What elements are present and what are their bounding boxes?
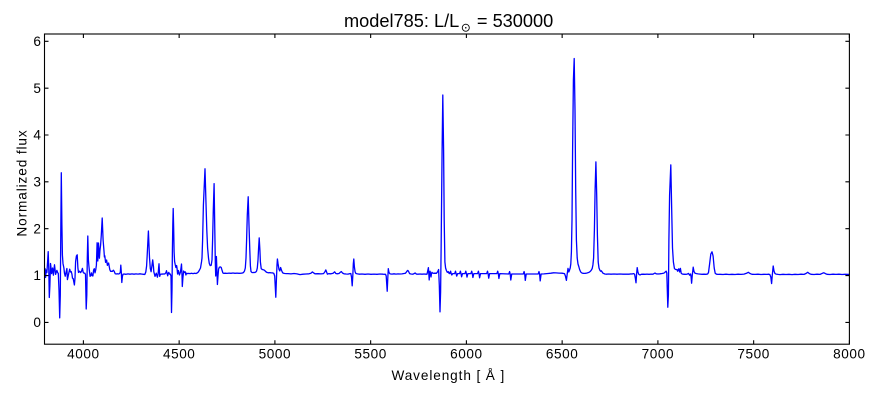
- svg-text:6000: 6000: [450, 347, 482, 362]
- svg-text:Wavelength [ Å ]: Wavelength [ Å ]: [392, 368, 506, 383]
- svg-text:7000: 7000: [642, 347, 674, 362]
- svg-text:0: 0: [33, 315, 41, 330]
- svg-text:5: 5: [33, 81, 41, 96]
- svg-text:7500: 7500: [737, 347, 769, 362]
- svg-text:4500: 4500: [163, 347, 195, 362]
- svg-text:6500: 6500: [546, 347, 578, 362]
- svg-text:1: 1: [33, 268, 41, 283]
- svg-text:2: 2: [33, 221, 41, 236]
- svg-text:Normalized flux: Normalized flux: [15, 129, 30, 236]
- svg-text:model785: L/L⊙ = 530000: model785: L/L ⊙ = 530000: [344, 11, 553, 35]
- svg-text:6: 6: [33, 34, 41, 49]
- svg-text:5000: 5000: [259, 347, 291, 362]
- svg-text:5500: 5500: [354, 347, 386, 362]
- svg-text:8000: 8000: [833, 347, 865, 362]
- svg-text:3: 3: [33, 175, 41, 190]
- svg-text:4000: 4000: [67, 347, 99, 362]
- svg-text:4: 4: [33, 128, 41, 143]
